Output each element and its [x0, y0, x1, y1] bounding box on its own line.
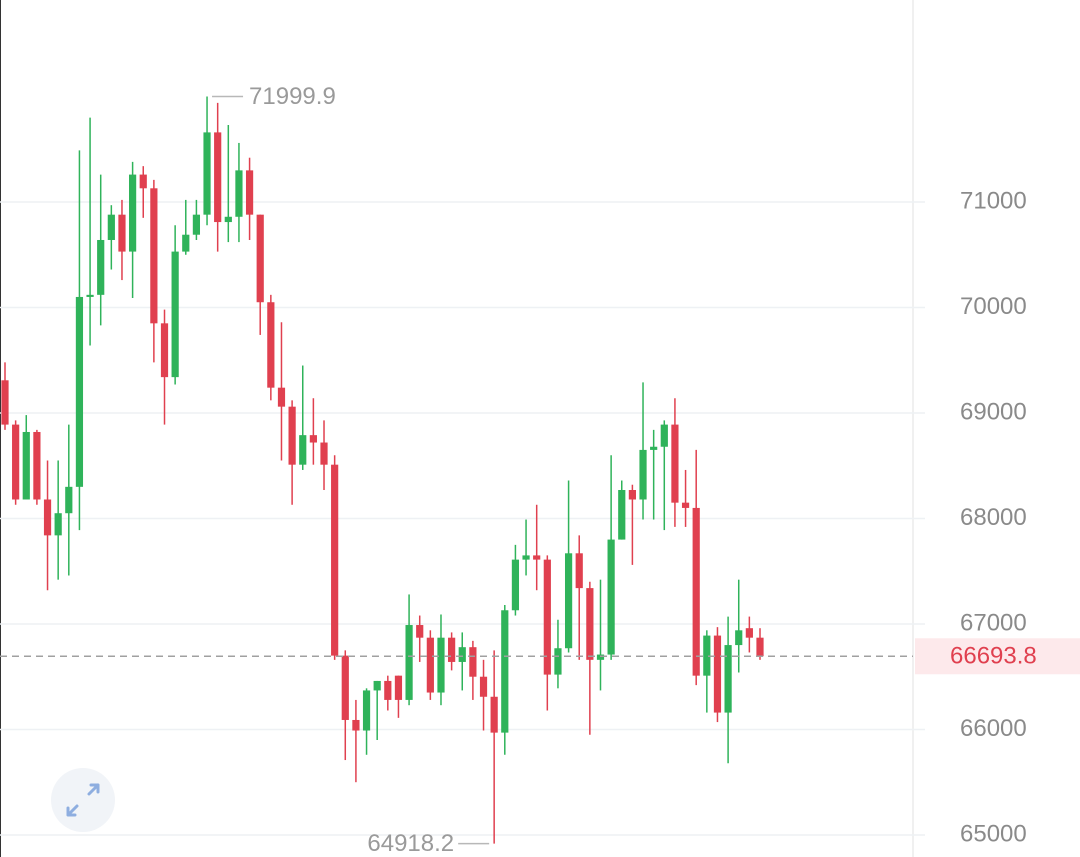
candle-body [458, 647, 466, 662]
candle-body [469, 647, 477, 677]
candle-body [235, 170, 243, 217]
candle-body [352, 719, 360, 731]
candle-body [139, 174, 147, 189]
candle-body [671, 424, 679, 503]
candle-body [129, 174, 137, 252]
candle-body [75, 296, 84, 487]
candle-body [107, 214, 115, 240]
y-tick-label: 71000 [960, 187, 1027, 214]
candle-body [86, 294, 94, 297]
candle-body [543, 559, 551, 675]
candle-body [331, 464, 339, 656]
candle-body [65, 486, 73, 514]
expand-button[interactable] [51, 768, 115, 832]
y-tick-label: 66000 [960, 715, 1027, 742]
candle-body [564, 553, 573, 649]
candle-body [745, 628, 753, 638]
candle-body [501, 610, 509, 733]
candle-body [618, 490, 626, 540]
candle-body [224, 216, 232, 223]
candle-body [639, 449, 647, 500]
candle-body [341, 655, 349, 720]
candle-body [756, 637, 764, 657]
candle-body [245, 170, 254, 215]
expand-circle [51, 768, 115, 832]
candle-body [394, 675, 403, 700]
y-tick-label: 69000 [960, 398, 1027, 425]
candle-body [479, 676, 488, 697]
candle-body [150, 188, 158, 324]
candle-body [309, 435, 317, 443]
candle-body [628, 490, 636, 500]
candle-body [554, 648, 562, 675]
candle-body [681, 502, 690, 508]
candle-body [118, 214, 126, 252]
candle-body [596, 654, 605, 660]
candle-body [182, 234, 190, 252]
candle-body [320, 442, 328, 465]
candle-body [692, 507, 700, 676]
candle-body [490, 696, 498, 733]
candle-body [362, 690, 371, 731]
candle-body [575, 553, 583, 589]
candle-body [22, 431, 30, 500]
candle-body [288, 406, 296, 465]
candle-body [384, 680, 392, 700]
candle-body [426, 637, 434, 693]
candle-body [586, 588, 594, 660]
candle-body [214, 132, 222, 223]
candle-body [97, 239, 105, 295]
candle-body [660, 424, 668, 447]
last-price-label: 66693.8 [950, 643, 1037, 670]
max-label: 71999.9 [249, 83, 336, 110]
candle-body [160, 323, 169, 378]
candle-body [607, 539, 615, 655]
candle-body [12, 424, 20, 500]
y-tick-label: 67000 [960, 609, 1027, 636]
candle-body [1, 380, 9, 425]
y-tick-label: 70000 [960, 293, 1027, 320]
min-label: 64918.2 [367, 830, 454, 857]
candle-body [703, 635, 711, 676]
candle-body [724, 645, 732, 713]
candle-body [448, 637, 456, 662]
candle-body [713, 635, 722, 713]
candle-body [405, 625, 413, 700]
candle-body [267, 302, 275, 388]
candle-body [735, 630, 743, 646]
expand-icon [66, 783, 100, 817]
candle-body [650, 446, 658, 450]
candle-body [299, 435, 307, 465]
candle-body [437, 637, 445, 693]
candle-body [192, 214, 201, 235]
candle-body [277, 387, 286, 407]
candle-body [54, 513, 62, 536]
candle-body [33, 431, 41, 500]
candle-body [43, 499, 52, 536]
candle-body [203, 132, 211, 215]
candle-body [522, 555, 530, 560]
candle-body [171, 251, 179, 378]
candle-body [256, 214, 264, 303]
last-price-tag [915, 638, 1080, 675]
candle-body [416, 625, 424, 638]
candle-body [533, 555, 541, 560]
y-tick-label: 68000 [960, 504, 1027, 531]
candle-body [511, 559, 520, 611]
y-tick-label: 65000 [960, 820, 1027, 847]
candle-body [373, 680, 381, 691]
